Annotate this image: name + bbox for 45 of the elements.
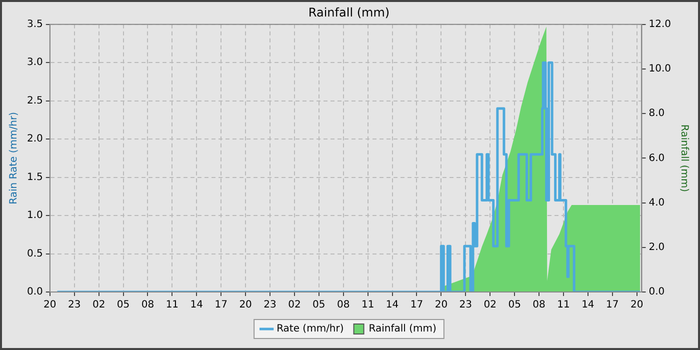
chart-title: Rainfall (mm)	[308, 5, 390, 20]
x-tick-label: 23	[459, 300, 472, 311]
x-tick-label: 08	[141, 300, 154, 311]
y-tick-label: 3.5	[26, 18, 43, 30]
x-tick-label: 20	[44, 300, 56, 311]
y-tick-label: 2.0	[26, 134, 43, 145]
x-tick-label: 11	[557, 300, 570, 311]
x-tick-label: 14	[386, 300, 399, 311]
x-tick-label: 02	[92, 300, 106, 311]
x-tick-label: 05	[116, 300, 130, 311]
legend-label: Rate (mm/hr)	[276, 324, 344, 335]
y2-axis-title: Rainfall (mm)	[678, 124, 690, 192]
y-tick-label: 1.5	[26, 172, 43, 183]
x-tick-label: 17	[410, 300, 424, 311]
x-tick-label: 17	[214, 300, 228, 311]
x-tick-label: 23	[68, 300, 81, 311]
y-tick-label: 0.5	[26, 248, 43, 260]
y2-tick-label: 2.0	[648, 242, 665, 253]
x-tick-label: 08	[337, 300, 350, 311]
x-tick-label: 05	[508, 300, 521, 311]
y-tick-label: 0.0	[26, 286, 43, 298]
x-tick-label: 20	[434, 300, 448, 311]
y2-tick-label: 10.0	[648, 64, 671, 75]
x-tick-label: 11	[361, 300, 374, 311]
y2-tick-label: 0.0	[648, 286, 665, 298]
x-tick-label: 23	[264, 300, 276, 311]
y-tick-label: 2.5	[26, 95, 43, 106]
x-tick-label: 14	[190, 300, 204, 311]
x-tick-label: 17	[606, 300, 619, 311]
x-tick-label: 08	[532, 300, 546, 311]
legend-label: Rainfall (mm)	[368, 324, 437, 335]
y2-tick-label: 12.0	[648, 18, 671, 30]
y2-tick-label: 8.0	[648, 108, 665, 120]
y-tick-label: 3.0	[26, 57, 43, 68]
x-tick-label: 02	[288, 300, 301, 311]
x-tick-label: 14	[582, 300, 594, 311]
x-tick-label: 02	[484, 300, 496, 311]
x-tick-label: 11	[166, 300, 179, 311]
x-tick-label: 20	[630, 300, 644, 311]
x-tick-label: 05	[312, 300, 326, 311]
x-tick-label: 20	[239, 300, 252, 311]
y-tick-label: 1.0	[26, 210, 43, 222]
y-axis-title: Rain Rate (mm/hr)	[8, 112, 20, 204]
y2-tick-label: 4.0	[648, 197, 665, 208]
y2-tick-label: 6.0	[648, 152, 665, 164]
